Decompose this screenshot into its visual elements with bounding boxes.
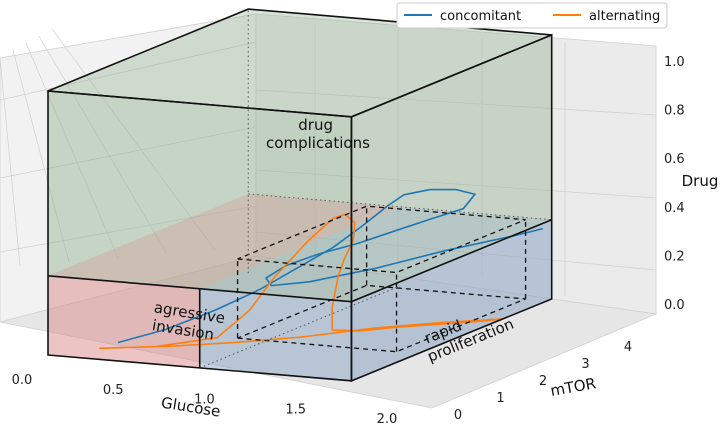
z-tick-label-0: 0.0 (664, 298, 685, 313)
x-tick-label-1: 0.5 (103, 383, 124, 398)
y-tick-label-4: 4 (624, 340, 632, 355)
y-tick-label-1: 1 (496, 391, 504, 406)
x-tick-label-0: 0.0 (12, 373, 33, 388)
region-label-drug-line2: complications (266, 134, 370, 152)
legend: concomitant alternating (397, 3, 667, 28)
y-axis-label: mTOR (549, 374, 597, 400)
region-boxes (48, 9, 552, 381)
z-tick-label-3: 0.6 (664, 152, 685, 167)
legend-label-alternating: alternating (589, 9, 660, 24)
z-tick-label-2: 0.4 (664, 201, 685, 216)
y-tick-label-3: 3 (581, 357, 589, 372)
x-tick-label-3: 1.5 (285, 402, 306, 417)
z-tick-label-5: 1.0 (664, 55, 685, 70)
z-tick-label-1: 0.2 (664, 249, 685, 264)
z-axis-label: Drug (682, 172, 719, 190)
y-tick-label-2: 2 (539, 374, 547, 389)
z-tick-label-4: 0.8 (664, 104, 685, 119)
region-label-drug-line1: drug (298, 116, 333, 134)
y-tick-label-0: 0 (454, 408, 462, 423)
proliferation-region-front (200, 289, 352, 381)
legend-label-concomitant: concomitant (440, 9, 521, 24)
x-tick-label-4: 2.0 (377, 412, 398, 425)
